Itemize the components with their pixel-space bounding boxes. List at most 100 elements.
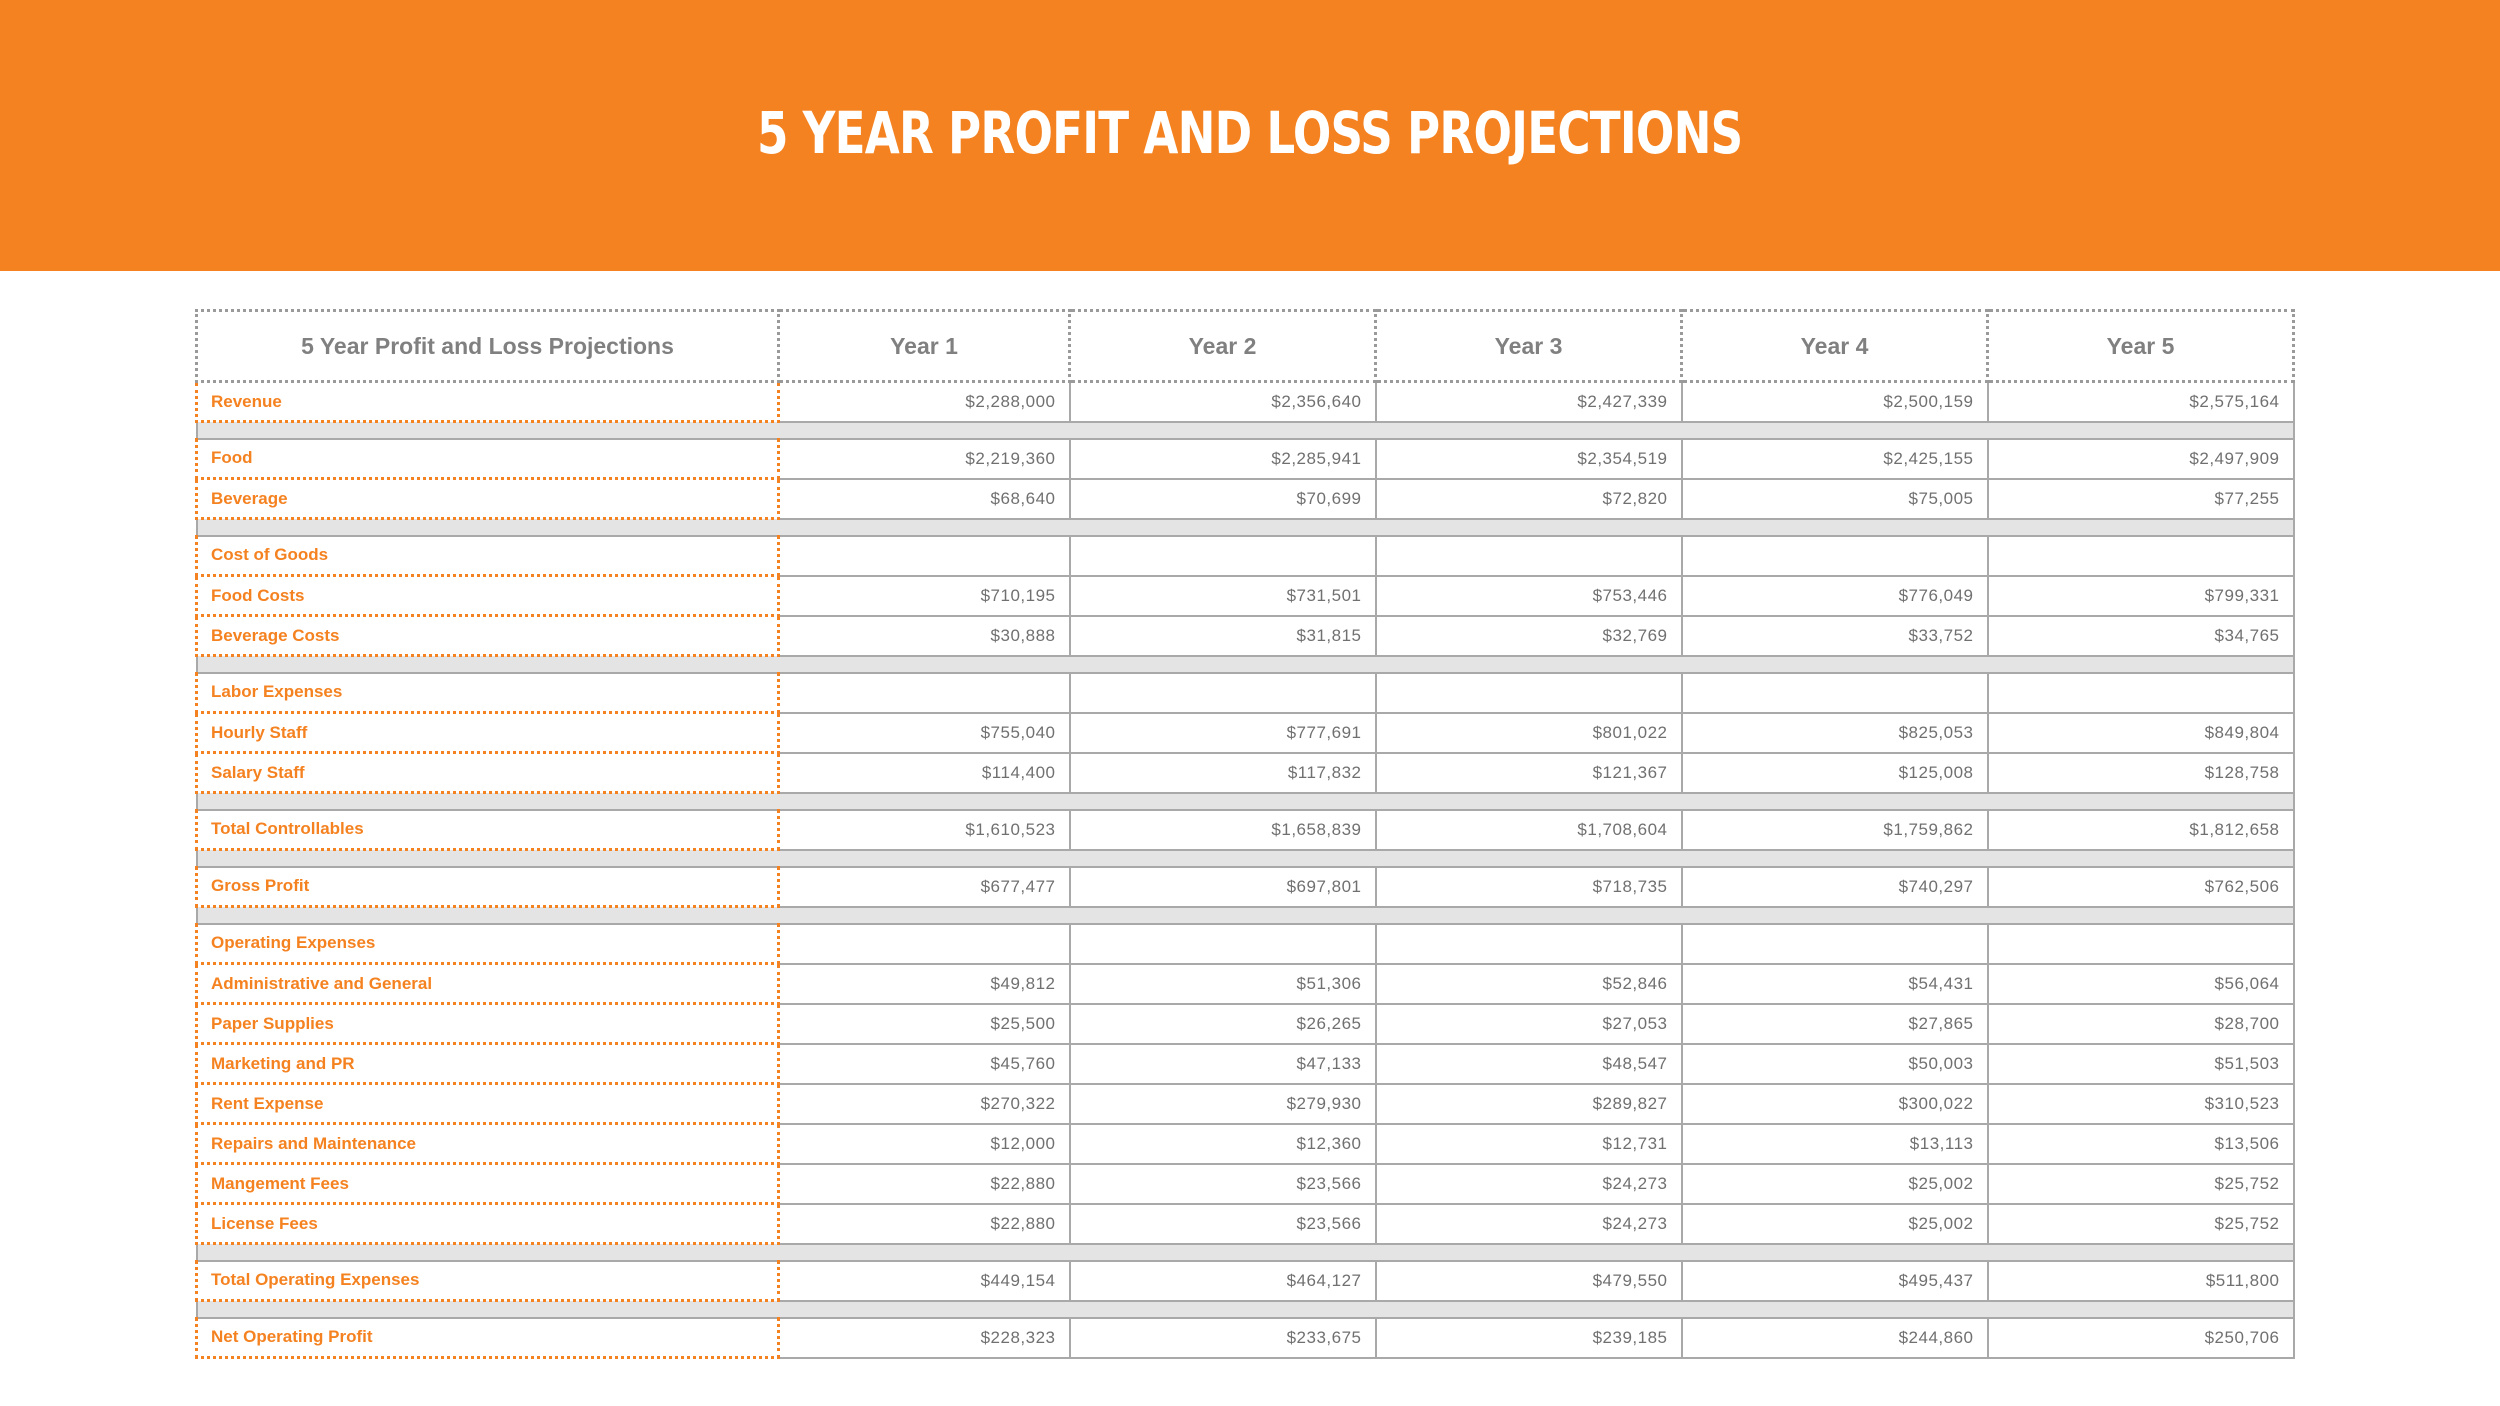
row-label: License Fees — [195, 1203, 780, 1245]
row-label: Marketing and PR — [195, 1043, 780, 1085]
spacer-row — [195, 421, 2295, 440]
cell-year-1: $677,477 — [778, 866, 1071, 908]
cell-year-3 — [1375, 535, 1683, 577]
cell-year-2: $2,285,941 — [1069, 438, 1377, 480]
cell-year-1: $12,000 — [778, 1123, 1071, 1165]
cell-year-2: $31,815 — [1069, 615, 1377, 657]
cell-year-4 — [1681, 535, 1989, 577]
cell-year-4: $2,500,159 — [1681, 381, 1989, 423]
cell-year-5: $799,331 — [1987, 575, 2295, 617]
cell-year-2: $23,566 — [1069, 1203, 1377, 1245]
cell-year-4: $495,437 — [1681, 1260, 1989, 1302]
cell-year-5: $128,758 — [1987, 752, 2295, 794]
table-row: Total Operating Expenses $449,154 $464,127… — [195, 1260, 2295, 1302]
cell-year-4: $27,865 — [1681, 1003, 1989, 1045]
page-title: 5 YEAR PROFIT AND LOSS PROJECTIONS — [757, 98, 1743, 167]
cell-year-1: $449,154 — [778, 1260, 1071, 1302]
cell-year-1: $2,219,360 — [778, 438, 1071, 480]
cell-year-3 — [1375, 672, 1683, 714]
cell-year-2 — [1069, 672, 1377, 714]
cell-year-2: $777,691 — [1069, 712, 1377, 754]
cell-year-1: $25,500 — [778, 1003, 1071, 1045]
cell-year-4: $125,008 — [1681, 752, 1989, 794]
cell-year-2: $1,658,839 — [1069, 809, 1377, 851]
header-year-3: Year 3 — [1375, 309, 1683, 383]
row-label: Rent Expense — [195, 1083, 780, 1125]
cell-year-2: $117,832 — [1069, 752, 1377, 794]
cell-year-2: $233,675 — [1069, 1317, 1377, 1359]
cell-year-2: $23,566 — [1069, 1163, 1377, 1205]
row-label: Beverage Costs — [195, 615, 780, 657]
spacer-cell — [195, 655, 2295, 674]
cell-year-5: $511,800 — [1987, 1260, 2295, 1302]
cell-year-5: $2,575,164 — [1987, 381, 2295, 423]
projection-table: 5 Year Profit and Loss Projections Year … — [195, 309, 2295, 1359]
cell-year-3: $239,185 — [1375, 1317, 1683, 1359]
spacer-row — [195, 518, 2295, 537]
cell-year-1: $2,288,000 — [778, 381, 1071, 423]
table-row: Food Costs $710,195 $731,501 $753,446 $776,0… — [195, 575, 2295, 617]
row-label: Paper Supplies — [195, 1003, 780, 1045]
section-header-row: Operating Expenses — [195, 923, 2295, 965]
cell-year-5: $2,497,909 — [1987, 438, 2295, 480]
cell-year-4: $825,053 — [1681, 712, 1989, 754]
row-label: Beverage — [195, 478, 780, 520]
cell-year-1 — [778, 923, 1071, 965]
cell-year-2: $47,133 — [1069, 1043, 1377, 1085]
cell-year-2: $464,127 — [1069, 1260, 1377, 1302]
cell-year-3: $801,022 — [1375, 712, 1683, 754]
table-row: Paper Supplies $25,500 $26,265 $27,053 $27,8… — [195, 1003, 2295, 1045]
cell-year-3: $2,427,339 — [1375, 381, 1683, 423]
header-year-5: Year 5 — [1987, 309, 2295, 383]
row-label: Food Costs — [195, 575, 780, 617]
cell-year-1: $22,880 — [778, 1163, 1071, 1205]
cell-year-4: $75,005 — [1681, 478, 1989, 520]
row-label: Administrative and General — [195, 963, 780, 1005]
cell-year-1: $114,400 — [778, 752, 1071, 794]
row-label: Gross Profit — [195, 866, 780, 908]
table-row: License Fees $22,880 $23,566 $24,273 $25,002… — [195, 1203, 2295, 1245]
cell-year-5: $13,506 — [1987, 1123, 2295, 1165]
spacer-row — [195, 1243, 2295, 1262]
header-year-4: Year 4 — [1681, 309, 1989, 383]
table-row: Net Operating Profit $228,323 $233,675 $239… — [195, 1317, 2295, 1359]
table-row: Total Controllables $1,610,523 $1,658,839 $… — [195, 809, 2295, 851]
cell-year-3: $753,446 — [1375, 575, 1683, 617]
spacer-cell — [195, 1300, 2295, 1319]
cell-year-4 — [1681, 923, 1989, 965]
cell-year-4: $33,752 — [1681, 615, 1989, 657]
cell-year-5 — [1987, 535, 2295, 577]
cell-year-2 — [1069, 923, 1377, 965]
table-row: Revenue $2,288,000 $2,356,640 $2,427,339 $2,… — [195, 381, 2295, 423]
table-row: Repairs and Maintenance $12,000 $12,360 $12… — [195, 1123, 2295, 1165]
spacer-cell — [195, 792, 2295, 811]
table-row: Rent Expense $270,322 $279,930 $289,827 $300… — [195, 1083, 2295, 1125]
table-row: Administrative and General $49,812 $51,306… — [195, 963, 2295, 1005]
cell-year-1 — [778, 535, 1071, 577]
cell-year-2 — [1069, 535, 1377, 577]
table-row: Salary Staff $114,400 $117,832 $121,367 $125… — [195, 752, 2295, 794]
cell-year-1: $228,323 — [778, 1317, 1071, 1359]
row-label: Food — [195, 438, 780, 480]
section-header-row: Labor Expenses — [195, 672, 2295, 714]
spacer-row — [195, 792, 2295, 811]
cell-year-4: $13,113 — [1681, 1123, 1989, 1165]
cell-year-5: $34,765 — [1987, 615, 2295, 657]
row-label: Operating Expenses — [195, 923, 780, 965]
cell-year-5: $25,752 — [1987, 1163, 2295, 1205]
cell-year-4: $50,003 — [1681, 1043, 1989, 1085]
table-row: Marketing and PR $45,760 $47,133 $48,547 $50… — [195, 1043, 2295, 1085]
cell-year-1: $49,812 — [778, 963, 1071, 1005]
row-label: Net Operating Profit — [195, 1317, 780, 1359]
cell-year-4: $244,860 — [1681, 1317, 1989, 1359]
cell-year-1: $68,640 — [778, 478, 1071, 520]
table-row: Mangement Fees $22,880 $23,566 $24,273 $25,0… — [195, 1163, 2295, 1205]
cell-year-5: $51,503 — [1987, 1043, 2295, 1085]
table-body: Revenue $2,288,000 $2,356,640 $2,427,339 $2,… — [195, 381, 2295, 1359]
cell-year-1: $755,040 — [778, 712, 1071, 754]
cell-year-3: $72,820 — [1375, 478, 1683, 520]
header-label-column: 5 Year Profit and Loss Projections — [195, 309, 780, 383]
row-label: Labor Expenses — [195, 672, 780, 714]
cell-year-1: $22,880 — [778, 1203, 1071, 1245]
cell-year-4 — [1681, 672, 1989, 714]
